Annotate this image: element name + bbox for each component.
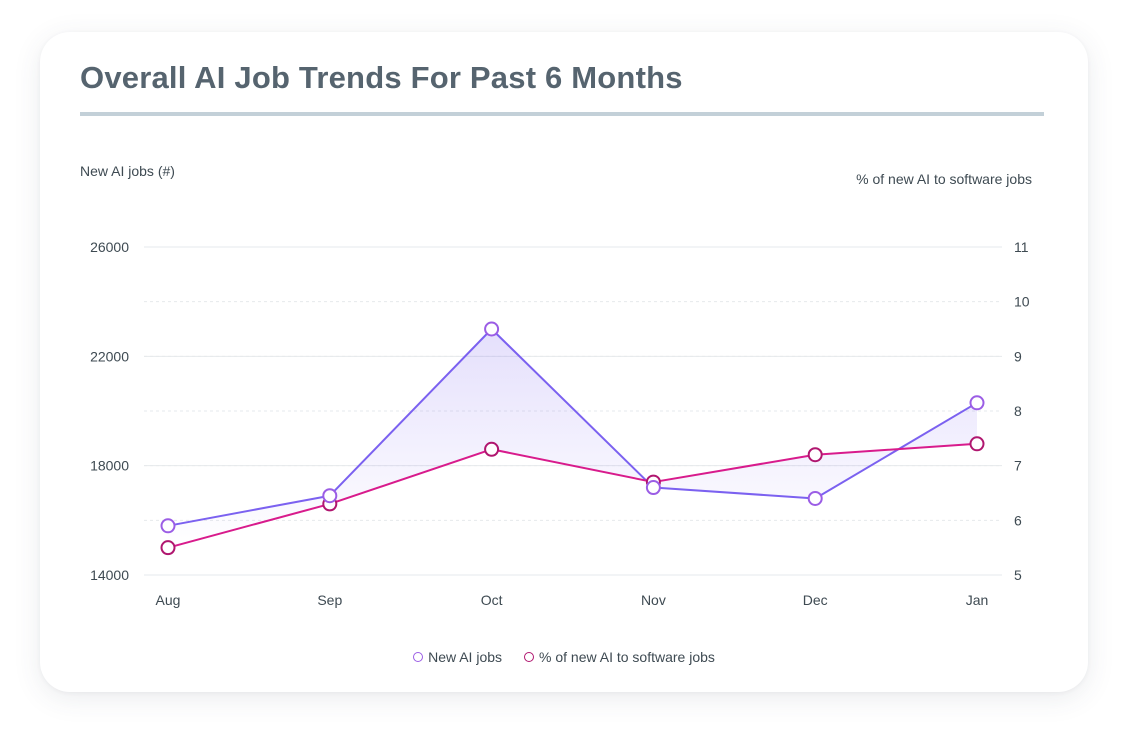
right-axis-title: % of new AI to software jobs: [856, 171, 1032, 187]
right-tick-label: 7: [1014, 458, 1022, 474]
right-tick-label: 10: [1014, 294, 1030, 310]
jobs-area: [168, 329, 977, 548]
right-tick-label: 9: [1014, 348, 1022, 364]
left-tick-label: 14000: [90, 567, 129, 583]
chart-title: Overall AI Job Trends For Past 6 Months: [80, 60, 683, 95]
series-line-pct: [167, 442, 978, 549]
x-tick-label: Sep: [317, 592, 342, 608]
x-tick-label: Aug: [156, 592, 181, 608]
right-tick-label: 5: [1014, 567, 1022, 583]
line-chart: 26000 22000 18000 14000 11 10 9 8 7 6 5 Aug Sep Oct No…: [90, 239, 1030, 608]
data-point-jobs: [322, 488, 338, 504]
series-line-jobs: [167, 328, 978, 527]
x-tick-label: Oct: [481, 592, 503, 608]
left-axis-title: New AI jobs (#): [80, 163, 175, 179]
right-tick-label: 11: [1014, 239, 1029, 255]
x-tick-label: Dec: [803, 592, 828, 608]
legend-item-jobs[interactable]: New AI jobs: [413, 649, 502, 665]
legend-label-pct: % of new AI to software jobs: [539, 649, 715, 665]
data-point-pct: [160, 540, 176, 556]
data-point-pct: [807, 447, 823, 463]
data-point-jobs: [807, 490, 823, 506]
left-tick-label: 22000: [90, 348, 129, 364]
legend-marker-pct: [524, 652, 535, 662]
legend-marker-jobs: [413, 652, 424, 662]
legend-item-pct[interactable]: % of new AI to software jobs: [524, 649, 715, 665]
left-tick-label: 18000: [90, 458, 129, 474]
x-tick-label: Nov: [641, 592, 666, 608]
data-point-jobs: [969, 395, 985, 411]
data-point-jobs: [645, 480, 661, 496]
legend: New AI jobs % of new AI to software jobs: [40, 649, 1088, 665]
data-point-pct: [969, 436, 985, 452]
data-point-jobs: [484, 321, 500, 337]
x-tick-label: Jan: [966, 592, 989, 608]
right-tick-label: 8: [1014, 403, 1022, 419]
data-point-pct: [484, 441, 500, 457]
chart-card: Overall AI Job Trends For Past 6 Months …: [40, 32, 1088, 692]
data-point-jobs: [160, 518, 176, 534]
legend-label-jobs: New AI jobs: [428, 649, 503, 665]
title-divider: [80, 112, 1044, 116]
left-tick-label: 26000: [90, 239, 129, 255]
right-tick-label: 6: [1014, 512, 1022, 528]
